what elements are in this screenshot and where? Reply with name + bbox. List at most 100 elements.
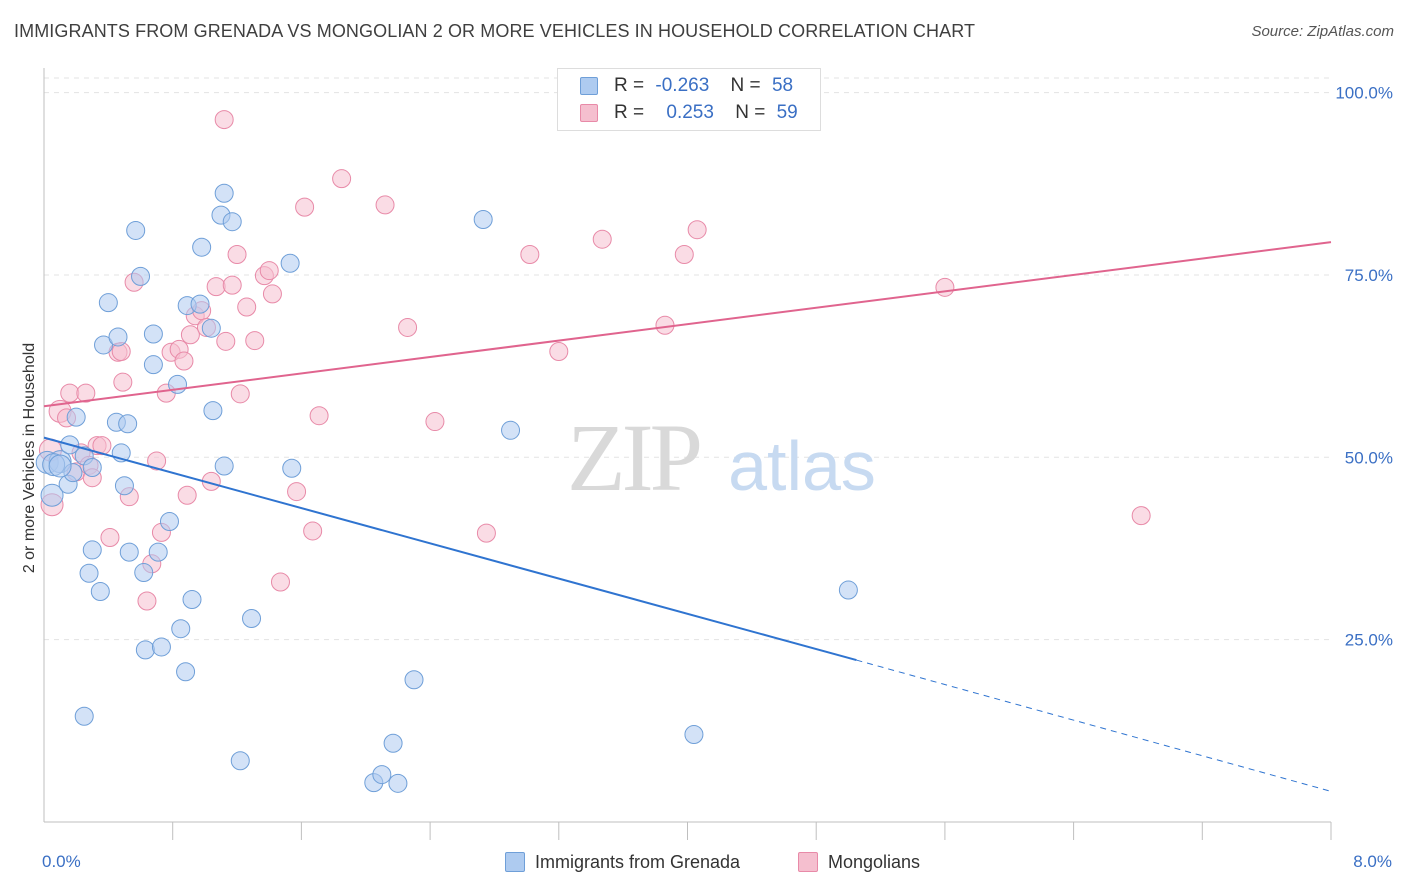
data-point bbox=[282, 458, 302, 478]
data-point bbox=[79, 563, 99, 583]
data-point bbox=[114, 476, 134, 496]
data-point bbox=[674, 245, 694, 265]
data-point bbox=[398, 317, 418, 337]
y-tick-label: 25.0% bbox=[1345, 631, 1393, 650]
legend-r-value: 0.253 bbox=[666, 102, 714, 123]
bottom-legend-label: Immigrants from Grenada bbox=[535, 852, 741, 872]
data-point bbox=[48, 454, 72, 478]
legend-swatch-pink bbox=[580, 104, 598, 122]
data-point bbox=[1131, 506, 1151, 526]
bottom-legend-grenada: Immigrants from Grenada bbox=[505, 852, 740, 873]
data-point bbox=[388, 773, 408, 793]
data-point bbox=[242, 608, 262, 628]
data-point bbox=[245, 331, 265, 351]
data-point bbox=[137, 591, 157, 611]
data-point bbox=[214, 110, 234, 130]
data-point bbox=[476, 523, 496, 543]
data-point bbox=[216, 331, 236, 351]
data-point bbox=[222, 212, 242, 232]
trend-line-grenada-extension bbox=[856, 659, 1332, 792]
data-point bbox=[147, 451, 167, 471]
data-point bbox=[684, 724, 704, 744]
legend-r-label: R = bbox=[614, 102, 645, 123]
data-point bbox=[119, 542, 139, 562]
data-point bbox=[190, 294, 210, 314]
source-label: Source: ZipAtlas.com bbox=[1251, 23, 1394, 40]
legend-n-label: N = bbox=[730, 75, 761, 96]
data-point bbox=[203, 401, 223, 421]
x-tick-label-min: 0.0% bbox=[42, 852, 81, 871]
data-point bbox=[375, 195, 395, 215]
data-point bbox=[135, 640, 155, 660]
data-point bbox=[332, 169, 352, 189]
data-point bbox=[206, 277, 226, 297]
data-point bbox=[270, 572, 290, 592]
bottom-legend-mongolians: Mongolians bbox=[798, 852, 920, 873]
watermark: ZIP atlas bbox=[567, 404, 876, 511]
data-point bbox=[143, 355, 163, 375]
data-point bbox=[309, 406, 329, 426]
data-point bbox=[372, 765, 392, 785]
data-point bbox=[259, 261, 279, 281]
bottom-legend-swatch-pink bbox=[798, 852, 818, 872]
chart-title: IMMIGRANTS FROM GRENADA VS MONGOLIAN 2 O… bbox=[14, 21, 976, 41]
data-point bbox=[174, 351, 194, 371]
data-point bbox=[90, 582, 110, 602]
data-point bbox=[76, 383, 96, 403]
data-point bbox=[60, 383, 80, 403]
data-point bbox=[303, 521, 323, 541]
data-point bbox=[201, 318, 221, 338]
bottom-legend-swatch-blue bbox=[505, 852, 525, 872]
data-point bbox=[237, 297, 257, 317]
data-point bbox=[151, 637, 171, 657]
data-point bbox=[100, 528, 120, 548]
bottom-legend-label: Mongolians bbox=[828, 852, 921, 872]
y-tick-labels: 25.0% 50.0% 75.0% 100.0% bbox=[1335, 84, 1393, 650]
series-mongolians bbox=[38, 110, 1151, 611]
data-point bbox=[262, 284, 282, 304]
data-point bbox=[473, 210, 493, 230]
data-point bbox=[134, 563, 154, 583]
series-grenada bbox=[35, 183, 858, 793]
data-point bbox=[131, 266, 151, 286]
data-point bbox=[148, 542, 168, 562]
data-point bbox=[176, 662, 196, 682]
grid-lines bbox=[44, 77, 1331, 641]
data-point bbox=[118, 414, 138, 434]
data-point bbox=[404, 670, 424, 690]
data-point bbox=[383, 733, 403, 753]
data-point bbox=[74, 706, 94, 726]
data-point bbox=[66, 407, 86, 427]
legend-n-value: 59 bbox=[776, 102, 798, 123]
data-point bbox=[143, 324, 163, 344]
trend-line-mongolians bbox=[43, 241, 1332, 408]
data-point bbox=[108, 327, 128, 347]
data-point bbox=[227, 245, 247, 265]
legend-n-value: 58 bbox=[771, 75, 794, 96]
data-point bbox=[935, 277, 955, 297]
data-point bbox=[98, 293, 118, 313]
data-point bbox=[82, 540, 102, 560]
data-point bbox=[180, 325, 200, 345]
data-point bbox=[177, 485, 197, 505]
legend-swatch-blue bbox=[580, 77, 598, 95]
data-point bbox=[501, 420, 521, 440]
data-point bbox=[520, 245, 540, 265]
data-point bbox=[182, 590, 202, 610]
data-point bbox=[214, 183, 234, 203]
data-point bbox=[425, 412, 445, 432]
data-point bbox=[214, 456, 234, 476]
data-point bbox=[222, 275, 242, 295]
data-point bbox=[592, 229, 612, 249]
trend-line-grenada bbox=[43, 436, 857, 662]
data-point bbox=[159, 511, 179, 531]
watermark-atlas: atlas bbox=[728, 427, 876, 505]
legend-n-label: N = bbox=[735, 102, 766, 123]
y-tick-label: 75.0% bbox=[1345, 266, 1393, 285]
data-point bbox=[230, 384, 250, 404]
x-tick-label-max: 8.0% bbox=[1353, 852, 1392, 871]
data-point bbox=[838, 580, 858, 600]
data-point bbox=[687, 220, 707, 240]
data-point bbox=[230, 751, 250, 771]
